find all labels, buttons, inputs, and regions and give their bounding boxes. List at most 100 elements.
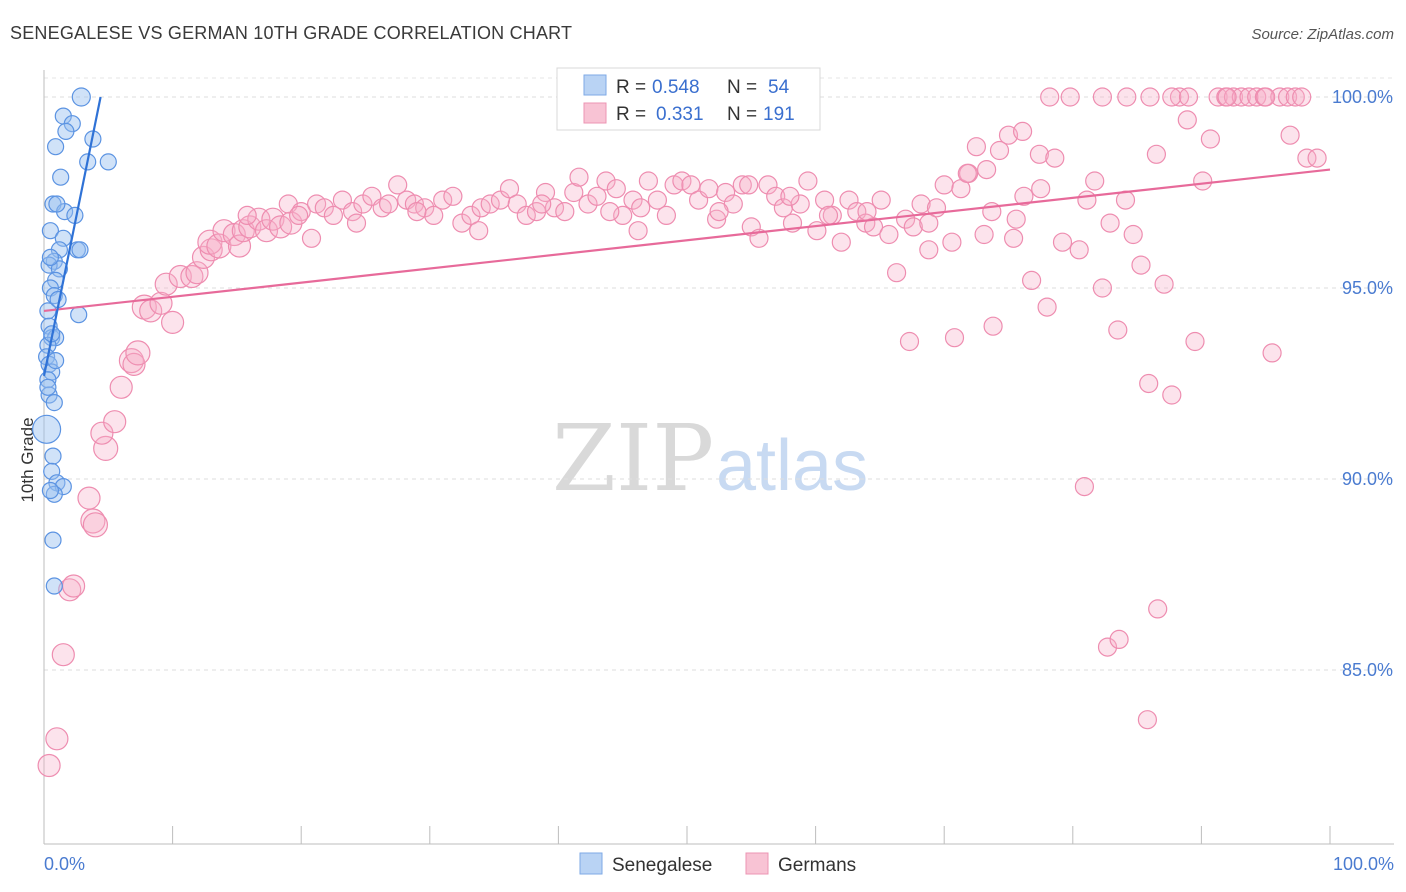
germans-point	[1021, 270, 1042, 290]
germans-point	[919, 240, 939, 260]
germans-point	[161, 310, 185, 334]
senegalese-point	[71, 87, 91, 107]
germans-point	[976, 160, 997, 180]
germans-point	[989, 140, 1010, 161]
germans-point	[790, 194, 810, 214]
germans-point	[1108, 320, 1128, 340]
germans-point	[227, 234, 252, 258]
germans-point	[1270, 87, 1290, 107]
germans-points	[37, 87, 1327, 778]
germans-point	[818, 205, 839, 225]
germans-point	[631, 198, 651, 218]
germans-point	[1052, 232, 1073, 252]
germans-point	[1012, 121, 1033, 141]
germans-point	[879, 224, 899, 245]
germans-point	[1277, 87, 1298, 107]
germans-point	[739, 175, 759, 195]
germans-point	[998, 125, 1019, 145]
germans-point	[606, 179, 626, 199]
germans-point	[957, 163, 977, 183]
senegalese-n-value: 54	[768, 77, 790, 98]
germans-point	[516, 205, 536, 225]
germans-point	[1154, 274, 1174, 294]
germans-point	[1069, 240, 1089, 260]
watermark-atlas: atlas	[716, 426, 868, 506]
germans-point	[1256, 87, 1276, 107]
watermark: ZIP atlas	[552, 405, 868, 512]
germans-point	[1193, 171, 1213, 191]
germans-point	[80, 508, 106, 534]
germans-point	[899, 331, 920, 352]
germans-point	[780, 186, 800, 206]
germans-point	[247, 207, 271, 231]
germans-point	[596, 171, 616, 191]
x-tick-label-min: 0.0%	[44, 854, 85, 874]
senegalese-point	[48, 195, 66, 213]
germans-point	[1146, 144, 1167, 164]
senegalese-point	[41, 248, 60, 266]
germans-point	[1097, 637, 1118, 657]
germans-swatch	[583, 102, 607, 124]
germans-point	[1162, 87, 1182, 107]
germans-point	[966, 137, 987, 157]
germans-point	[1148, 599, 1168, 619]
germans-point	[82, 512, 109, 538]
germans-point	[1123, 224, 1143, 245]
germans-point	[379, 194, 399, 214]
germans-point	[1178, 87, 1199, 107]
germans-point	[61, 574, 86, 598]
germans-point	[407, 202, 427, 222]
germans-point	[461, 205, 481, 225]
germans-point	[58, 578, 82, 602]
x-ticks	[43, 826, 1331, 844]
chart-source: Source: ZipAtlas.com	[1251, 26, 1394, 43]
germans-point	[346, 213, 367, 233]
germans-point	[499, 179, 520, 199]
grid	[44, 77, 1394, 671]
germans-point	[154, 272, 178, 296]
germans-point	[1280, 125, 1300, 145]
chart-title: SENEGALESE VS GERMAN 10TH GRADE CORRELAT…	[10, 23, 572, 43]
germans-point	[323, 205, 343, 225]
germans-point	[1003, 228, 1024, 248]
germans-point	[544, 198, 565, 218]
senegalese-points	[31, 87, 117, 595]
germans-point	[480, 194, 500, 214]
germans-point	[944, 328, 965, 348]
germans-point	[1231, 87, 1251, 107]
germans-point	[1085, 171, 1105, 191]
germans-point	[814, 190, 835, 210]
germans-point	[231, 219, 255, 243]
germans-point	[1029, 144, 1050, 164]
germans-point	[469, 221, 489, 241]
y-tick-label: 95.0%	[1342, 278, 1393, 298]
senegalese-point	[39, 378, 57, 396]
germans-point	[699, 179, 719, 199]
germans-point	[758, 175, 778, 195]
senegalese-point	[52, 168, 70, 186]
senegalese-point	[45, 394, 63, 412]
germans-point	[934, 175, 954, 195]
germans-point	[798, 171, 818, 191]
germans-point	[1031, 179, 1051, 199]
germans-point	[911, 194, 931, 214]
senegalese-swatch	[583, 74, 607, 96]
germans-trend-line	[43, 168, 1331, 313]
stats-legend: R = 0.548 N = 54 R = 0.331 N = 191	[556, 67, 821, 131]
germans-point	[1185, 331, 1205, 352]
germans-point	[404, 194, 424, 214]
germans-point	[1140, 87, 1160, 107]
senegalese-point	[46, 138, 65, 156]
germans-n-value: 191	[763, 104, 795, 125]
germans-point	[647, 190, 668, 210]
germans-point	[587, 186, 607, 206]
germans-point	[90, 421, 114, 445]
y-tick-label: 100.0%	[1332, 87, 1393, 107]
germans-point	[628, 221, 648, 241]
germans-point	[185, 261, 209, 285]
germans-point	[656, 205, 677, 225]
germans-point	[1217, 87, 1237, 107]
legend-senegalese-swatch	[579, 852, 603, 875]
y-tick-label: 85.0%	[1342, 660, 1393, 680]
germans-point	[1100, 213, 1120, 233]
